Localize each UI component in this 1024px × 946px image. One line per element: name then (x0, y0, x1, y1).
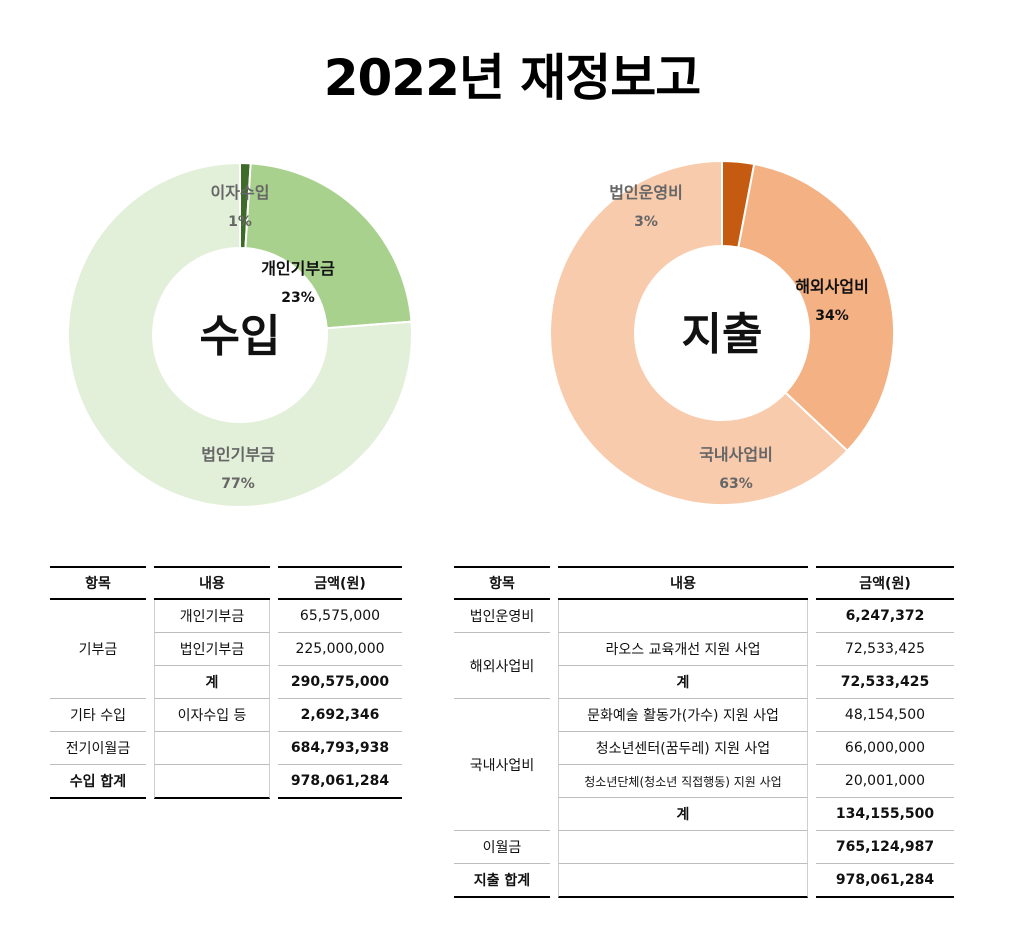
slice-percent-label: 34% (815, 308, 849, 324)
slice-percent-label: 63% (719, 476, 753, 492)
amount-cell: 48,154,500 (816, 699, 954, 732)
table-row: 국내사업비 문화예술 활동가(가수) 지원 사업 48,154,500 (454, 699, 954, 831)
table-row: 법인운영비 6,247,372 (454, 600, 954, 633)
amount-cell: 684,793,938 (278, 732, 402, 765)
donut-slice (549, 159, 849, 506)
table-row: 이월금 765,124,987 (454, 831, 954, 864)
category-cell: 기타 수입 (50, 699, 146, 732)
slice-label: 해외사업비 (795, 277, 869, 296)
amount-cell: 2,692,346 (278, 699, 402, 732)
table-header-row: 항목 내용 금액(원) (50, 566, 402, 600)
amount-cell: 65,575,000 (278, 600, 402, 633)
column-header: 금액(원) (278, 566, 402, 600)
table-row: 계 72,533,425 (454, 666, 954, 699)
table-row: 청소년센터(꿈두레) 지원 사업 66,000,000 (454, 732, 954, 765)
donut-slice (737, 162, 895, 453)
category-cell: 법인운영비 (454, 600, 550, 633)
amount-cell: 765,124,987 (816, 831, 954, 864)
table-row: 청소년단체(청소년 직접행동) 지원 사업 20,001,000 (454, 765, 954, 798)
item-cell: 라오스 교육개선 지원 사업 (558, 633, 808, 666)
total-amount: 978,061,284 (278, 765, 402, 799)
subtotal-amount: 290,575,000 (278, 666, 402, 699)
slice-label: 국내사업비 (699, 445, 773, 464)
table-row: 해외사업비 라오스 교육개선 지원 사업 72,533,425 (454, 633, 954, 699)
income-table: 항목 내용 금액(원) 기부금 개인기부금 65,575,000 법인기부금 2… (42, 566, 410, 799)
column-header: 항목 (454, 566, 550, 600)
subtotal-label: 계 (558, 666, 808, 699)
amount-cell: 6,247,372 (816, 600, 954, 633)
slice-label: 이자수입 (211, 183, 270, 202)
category-cell: 전기이월금 (50, 732, 146, 765)
item-cell: 청소년센터(꿈두레) 지원 사업 (558, 732, 808, 765)
item-cell (154, 732, 270, 765)
table-row: 계 290,575,000 (50, 666, 402, 699)
table-row: 기타 수입 이자수입 등 2,692,346 (50, 699, 402, 732)
column-header: 금액(원) (816, 566, 954, 600)
page-title: 2022년 재정보고 (323, 49, 702, 107)
slice-percent-label: 23% (281, 290, 315, 306)
slice-percent-label: 77% (221, 476, 255, 492)
total-label: 수입 합계 (50, 765, 146, 799)
subtotal-label: 계 (558, 798, 808, 831)
category-cell: 국내사업비 (454, 699, 550, 831)
item-cell (558, 600, 808, 633)
subtotal-amount: 72,533,425 (816, 666, 954, 699)
slice-label: 개인기부금 (261, 259, 335, 278)
subtotal-label: 계 (154, 666, 270, 699)
table-row: 지출 합계 978,061,284 (454, 864, 954, 898)
category-cell: 해외사업비 (454, 633, 550, 699)
donut-slice (244, 162, 413, 330)
category-cell: 기부금 (50, 600, 146, 699)
table-row: 수입 합계 978,061,284 (50, 765, 402, 799)
total-label: 지출 합계 (454, 864, 550, 898)
category-cell: 이월금 (454, 831, 550, 864)
expense-table: 항목 내용 금액(원) 법인운영비 6,247,372 해외사업비 라오스 교육… (446, 566, 962, 898)
donut-center-label: 지출 (682, 309, 763, 360)
amount-cell: 66,000,000 (816, 732, 954, 765)
item-cell: 이자수입 등 (154, 699, 270, 732)
donut-center-label: 수입 (200, 311, 281, 362)
expense-donut-chart: 법인운영비 3% 해외사업비 34% 국내사업비 63% 지출 (549, 159, 895, 506)
slice-percent-label: 3% (634, 214, 658, 230)
amount-cell: 225,000,000 (278, 633, 402, 666)
item-cell: 문화예술 활동가(가수) 지원 사업 (558, 699, 808, 732)
slice-percent-label: 1% (228, 214, 252, 230)
table-row: 전기이월금 684,793,938 (50, 732, 402, 765)
slice-label: 법인기부금 (201, 445, 275, 464)
item-cell (154, 765, 270, 799)
table-row: 법인기부금 225,000,000 (50, 633, 402, 666)
item-cell (558, 864, 808, 898)
item-cell (558, 831, 808, 864)
item-cell: 법인기부금 (154, 633, 270, 666)
column-header: 내용 (154, 566, 270, 600)
column-header: 항목 (50, 566, 146, 600)
income-donut-chart: 이자수입 1% 개인기부금 23% 법인기부금 77% 수입 (67, 161, 413, 508)
item-cell: 개인기부금 (154, 600, 270, 633)
slice-label: 법인운영비 (609, 183, 683, 202)
subtotal-amount: 134,155,500 (816, 798, 954, 831)
amount-cell: 72,533,425 (816, 633, 954, 666)
table-row: 계 134,155,500 (454, 798, 954, 831)
amount-cell: 20,001,000 (816, 765, 954, 798)
table-row: 기부금 개인기부금 65,575,000 (50, 600, 402, 699)
total-amount: 978,061,284 (816, 864, 954, 898)
table-header-row: 항목 내용 금액(원) (454, 566, 954, 600)
item-cell: 청소년단체(청소년 직접행동) 지원 사업 (558, 765, 808, 798)
column-header: 내용 (558, 566, 808, 600)
donut-slice (67, 161, 413, 508)
